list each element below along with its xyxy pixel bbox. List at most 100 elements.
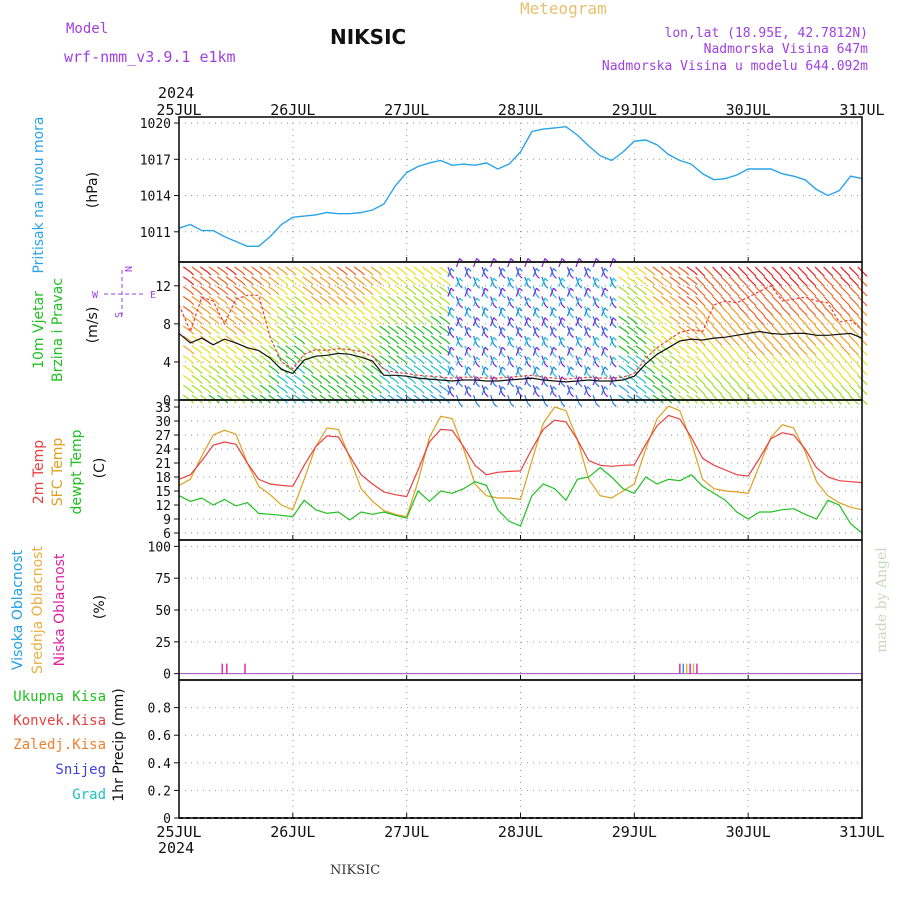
wind-barb-flag [709,302,714,307]
wind-barb-flag [676,271,681,276]
wind-barb [532,327,537,337]
wind-barb [720,345,728,353]
wind-barb-flag [386,340,391,345]
wind-barb-flag [215,301,220,306]
wind-barb [413,305,422,313]
wind-barb-flag [604,393,609,398]
wind-barb-flag [570,334,574,338]
wind-barb-flag [326,271,331,276]
wind-barb [823,335,831,343]
wind-barb [182,355,191,362]
wind-barb [182,286,191,293]
wind-barb-flag [207,291,212,296]
wind-barb [302,266,311,273]
wind-barb [276,315,285,322]
altitude-label: Nadmorska Visina 647m [704,42,869,57]
wind-barb [840,384,848,393]
wind-barb-flag [249,320,254,325]
wind-barb-flag [803,292,808,297]
wind-barb-flag [241,291,246,296]
wind-barb-flag [838,381,842,386]
wind-barb-flag [744,312,748,317]
wind-barb-flag [561,277,566,282]
wind-barb-flag [386,320,391,325]
wind-barb-flag [685,370,690,375]
wind-barb-flag [786,401,791,405]
wind-barb [618,315,627,322]
wind-barb [703,296,711,304]
wind-barb-flag [727,391,731,396]
wind-barb-flag [561,403,566,407]
precip-ytick-label: 0 [163,812,171,827]
wind-barb [771,355,780,363]
wind-barb [720,286,728,294]
wind-barb-flag [642,330,647,335]
wind-barb-flag [378,380,382,384]
wind-barb [515,386,520,396]
wind-barb [251,335,260,342]
wind-barb [319,325,328,332]
wind-barb [242,286,251,293]
wind-barb [720,305,728,314]
wind-barb [661,325,670,332]
wind-barb [319,374,328,382]
wind-barb [310,365,320,372]
wind-barb-flag [467,386,472,391]
wind-barb [251,374,260,382]
wind-barb-flag [420,340,425,345]
wind-barb-flag [625,311,630,315]
wind-barb-flag [224,360,229,365]
wind-barb [362,345,371,352]
wind-barb-flag [709,282,714,287]
wind-barb [293,315,302,322]
wind-barb [379,384,388,391]
cloud-ytick-label: 0 [163,668,171,683]
wind-barb-flag [412,291,417,296]
wind-barb [345,266,354,273]
wind-barb [182,266,191,273]
wind-barb [353,355,362,362]
wind-barb [840,315,848,324]
wind-barb-flag [587,327,592,331]
wind-barb-flag [484,334,489,338]
wind-barb [310,355,320,362]
precip-snow-label: Snijeg [55,762,106,778]
wind-barb [336,384,345,391]
wind-barb-flag [198,281,203,286]
wind-barb [618,345,627,352]
wind-barb-flag [744,322,748,327]
wind-barb [857,315,865,324]
wind-barb [686,286,695,293]
wind-barb-flag [420,281,425,286]
wind-barb [293,276,302,283]
wind-barb-flag [207,301,212,306]
wind-barb [780,335,788,343]
wind-barb-flag [190,350,195,355]
wind-barb [729,355,737,363]
wind-barb [532,366,537,376]
wind-barb-flag [846,381,851,386]
wind-barb [430,305,439,313]
wind-barb [831,384,839,393]
wind-barb [695,276,703,284]
wind-barb-flag [275,340,280,345]
wind-barb-flag [412,271,417,276]
wind-barb [566,346,572,356]
wind-barb [626,365,635,372]
wind-barb [464,327,469,337]
wind-barb-flag [267,389,271,394]
wind-barb-flag [709,371,714,376]
wind-barb [396,355,405,362]
wind-barb [652,335,661,342]
wind-barb [797,335,805,343]
wind-barb [472,277,478,287]
wind-barb-flag [412,330,417,335]
wind-barb-flag [659,360,664,365]
wind-barb [276,374,285,382]
wind-barb [695,286,703,294]
wind-barb-flag [727,371,731,376]
wind-barb-flag [518,307,523,312]
wind-barb-flag [752,282,757,287]
wind-barb [225,296,234,303]
